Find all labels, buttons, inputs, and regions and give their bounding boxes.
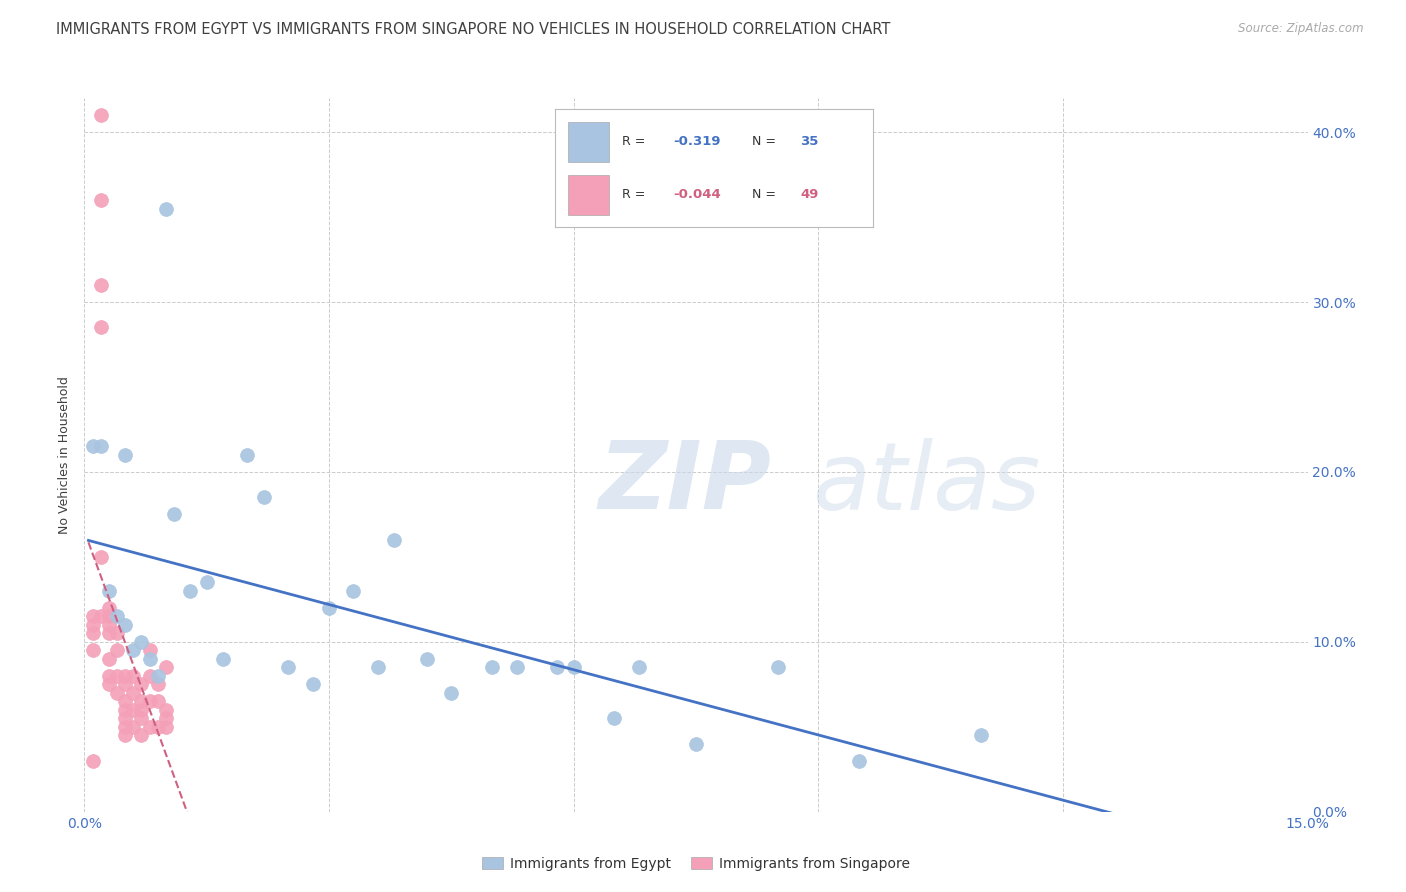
Point (382, 533, 405, 547)
Point (440, 686, 463, 700)
Point (131, 694, 153, 708)
Point (131, 677, 153, 691)
Point (253, 491, 276, 505)
Point (82, 609, 104, 624)
Point (212, 652, 235, 666)
Point (122, 686, 145, 700)
Point (481, 660, 503, 674)
Point (163, 508, 186, 522)
Point (97, 626, 120, 640)
Point (301, 677, 323, 691)
Point (122, 703, 145, 717)
Point (342, 583, 364, 598)
Point (82, 626, 104, 640)
Point (155, 720, 177, 734)
Point (848, 754, 870, 768)
Text: IMMIGRANTS FROM EGYPT VS IMMIGRANTS FROM SINGAPORE NO VEHICLES IN HOUSEHOLD CORR: IMMIGRANTS FROM EGYPT VS IMMIGRANTS FROM… (56, 22, 890, 37)
Point (131, 703, 153, 717)
Point (603, 711, 626, 725)
Point (505, 660, 527, 674)
Point (195, 575, 218, 590)
Point (82, 617, 104, 632)
Point (90, 108, 112, 122)
Point (367, 660, 389, 674)
Text: ZIP: ZIP (598, 437, 770, 530)
Point (138, 694, 160, 708)
Point (97, 600, 120, 615)
Point (318, 600, 340, 615)
Point (138, 652, 160, 666)
Point (97, 609, 120, 624)
Point (146, 669, 169, 683)
Point (105, 626, 128, 640)
Point (90, 278, 112, 293)
Point (90, 609, 112, 624)
Point (105, 643, 128, 657)
Point (90, 549, 112, 564)
Point (105, 669, 128, 683)
Point (546, 660, 568, 674)
Y-axis label: No Vehicles in Household: No Vehicles in Household (58, 376, 72, 533)
Point (131, 635, 153, 649)
Point (155, 703, 177, 717)
Point (416, 652, 439, 666)
Point (114, 617, 136, 632)
Point (131, 728, 153, 742)
Point (82, 643, 104, 657)
Point (97, 652, 120, 666)
Point (105, 686, 128, 700)
Point (90, 320, 112, 334)
Point (155, 660, 177, 674)
Point (97, 617, 120, 632)
Point (114, 669, 136, 683)
Point (105, 609, 128, 624)
Text: Source: ZipAtlas.com: Source: ZipAtlas.com (1239, 22, 1364, 36)
Point (146, 720, 169, 734)
Point (114, 448, 136, 462)
Point (179, 583, 201, 598)
Point (627, 660, 650, 674)
Point (82, 754, 104, 768)
Point (82, 439, 104, 453)
Point (90, 193, 112, 207)
Point (122, 669, 145, 683)
Point (277, 660, 299, 674)
Point (114, 677, 136, 691)
Point (138, 643, 160, 657)
Point (766, 660, 789, 674)
Point (146, 694, 169, 708)
Point (970, 728, 993, 742)
Point (114, 728, 136, 742)
Point (138, 720, 160, 734)
Point (146, 677, 169, 691)
Point (122, 643, 145, 657)
Point (155, 711, 177, 725)
Point (138, 669, 160, 683)
Point (562, 660, 585, 674)
Text: atlas: atlas (813, 438, 1040, 529)
Point (131, 711, 153, 725)
Point (122, 720, 145, 734)
Point (685, 737, 707, 751)
Point (114, 720, 136, 734)
Point (155, 202, 177, 216)
Point (114, 703, 136, 717)
Point (90, 439, 112, 453)
Legend: Immigrants from Egypt, Immigrants from Singapore: Immigrants from Egypt, Immigrants from S… (477, 851, 915, 876)
Point (97, 583, 120, 598)
Point (236, 448, 259, 462)
Point (97, 669, 120, 683)
Point (114, 694, 136, 708)
Point (97, 677, 120, 691)
Point (114, 711, 136, 725)
